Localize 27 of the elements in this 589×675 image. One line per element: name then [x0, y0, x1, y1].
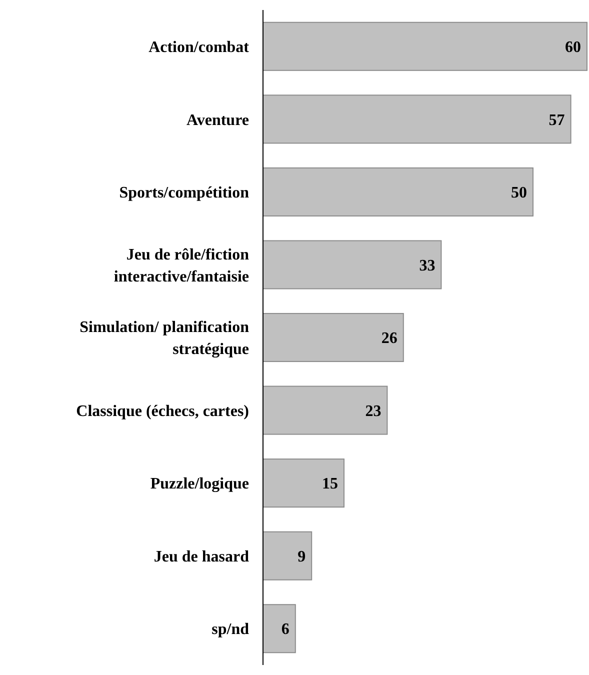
data-label: 15 [322, 476, 338, 493]
y-tick-label: Sports/compétition [119, 184, 250, 202]
data-label: 57 [548, 112, 565, 129]
data-label: 6 [281, 621, 290, 638]
data-label: 33 [419, 257, 436, 274]
y-tick-label: sp/nd [212, 621, 250, 638]
data-label: 23 [365, 402, 382, 420]
y-tick-label: Simulation/ planification stratégique [80, 319, 250, 358]
data-label: 60 [565, 38, 581, 56]
bar [262, 312, 404, 362]
bar [262, 240, 442, 290]
bar [262, 22, 588, 71]
data-label: 50 [511, 184, 527, 202]
bar [262, 167, 534, 216]
bar [262, 604, 296, 654]
y-tick-label: Jeu de hasard [154, 548, 250, 566]
y-tick-label: Action/combat [148, 38, 250, 56]
y-tick-label: Puzzle/logique [150, 476, 249, 493]
y-tick-label: Classique (échecs, cartes) [76, 402, 249, 420]
data-label: 26 [381, 330, 398, 348]
bar [262, 386, 388, 435]
y-tick-label: Aventure [186, 112, 249, 129]
bar [262, 458, 344, 508]
y-tick-label: Jeu de rôle/fiction interactive/fantaisie [114, 246, 250, 286]
bar [262, 94, 572, 144]
bar [262, 531, 312, 580]
data-label: 9 [298, 548, 306, 566]
